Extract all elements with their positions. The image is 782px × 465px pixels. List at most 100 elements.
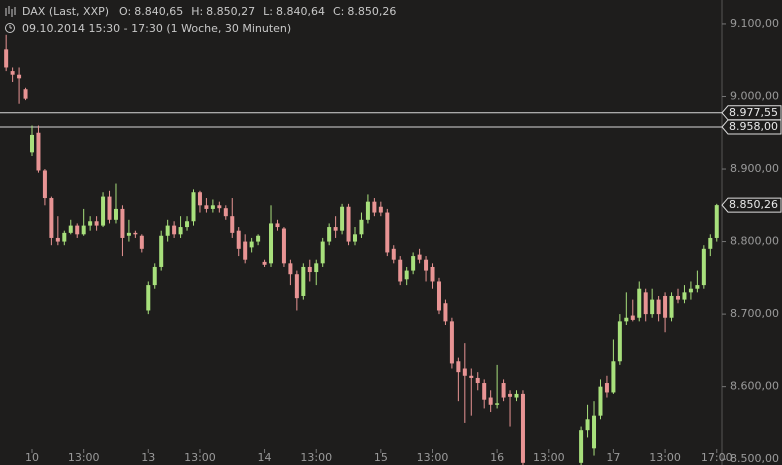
candle-body: [301, 266, 306, 296]
candle-body: [669, 295, 674, 318]
candle-body: [133, 232, 138, 235]
candle-body: [294, 274, 299, 299]
x-tick-label: 13:00: [300, 451, 332, 464]
candle-body: [30, 134, 34, 153]
candle-body: [81, 225, 86, 235]
candle-body: [314, 263, 319, 273]
candle-body: [501, 383, 506, 398]
price-tag-label: 8.958,00: [729, 120, 778, 133]
candle-body: [101, 196, 106, 226]
candle-body: [714, 205, 719, 238]
candle-body: [372, 201, 377, 213]
quote-value: 8.840,64: [276, 5, 325, 18]
candle-body: [340, 206, 345, 231]
candle-body: [456, 361, 461, 373]
candle-body: [611, 361, 616, 393]
candle-body: [430, 266, 435, 282]
x-tick-label: 13: [141, 451, 155, 464]
x-tick-label: 15: [374, 451, 388, 464]
candle-body: [88, 221, 93, 226]
candle-body: [262, 261, 267, 265]
candle-body: [10, 71, 15, 75]
candle-body: [630, 315, 635, 320]
candle-body: [146, 285, 151, 311]
y-tick-label: 8.900,00: [730, 162, 779, 175]
candle-body: [178, 227, 183, 235]
candle-body: [708, 237, 713, 249]
candle-body: [197, 192, 202, 206]
candle-body: [514, 393, 519, 398]
candle-body: [113, 208, 118, 220]
candle-body: [281, 228, 286, 264]
quote-label: O:: [119, 5, 131, 18]
x-tick-label: 17: [606, 451, 620, 464]
chart-icon: [5, 6, 16, 17]
candle-body: [75, 225, 80, 235]
price-tag-label: 8.850,26: [729, 198, 778, 211]
candle-body: [404, 270, 409, 280]
y-tick-label: 8.500,00: [730, 452, 779, 465]
candle-body: [663, 295, 668, 318]
candle-body: [585, 419, 590, 431]
candle-body: [482, 383, 487, 400]
candle-body: [520, 393, 525, 463]
candle-body: [42, 170, 47, 199]
candle-body: [495, 403, 500, 405]
candle-body: [320, 241, 325, 264]
x-tick-label: 14: [258, 451, 272, 464]
x-tick-label: 13:00: [649, 451, 681, 464]
candles: [4, 34, 719, 465]
candle-body: [223, 208, 228, 217]
candle-body: [365, 201, 370, 220]
candle-body: [94, 221, 99, 226]
candle-body: [126, 232, 131, 236]
candle-body: [275, 223, 280, 228]
candle-body: [475, 377, 480, 384]
candle-body: [592, 415, 597, 449]
candle-body: [159, 235, 164, 267]
y-tick-label: 8.700,00: [730, 307, 779, 320]
candle-body: [676, 295, 680, 300]
candle-body: [508, 393, 513, 397]
candle-body: [210, 205, 215, 209]
candle-body: [391, 248, 396, 260]
candle-body: [256, 235, 261, 242]
chart-subtitle: 09.10.2014 15:30 - 17:30 (1 Woche, 30 Mi…: [22, 22, 291, 35]
candle-body: [650, 299, 655, 315]
candle-body: [152, 266, 157, 286]
candle-body: [204, 205, 209, 209]
candle-body: [488, 397, 493, 405]
candle-body: [385, 212, 390, 253]
y-tick-label: 8.800,00: [730, 235, 779, 248]
candle-body: [346, 206, 351, 242]
quote-label: C:: [333, 5, 344, 18]
candle-body: [462, 368, 467, 376]
candle-body: [243, 241, 248, 260]
candle-body: [624, 317, 629, 322]
candle-body: [249, 241, 254, 248]
y-tick-label: 8.600,00: [730, 380, 779, 393]
candle-body: [17, 74, 22, 79]
quote-value: 8.850,26: [347, 5, 396, 18]
candle-body: [307, 266, 312, 273]
candle-body: [327, 227, 332, 242]
candle-body: [417, 254, 422, 260]
candle-body: [120, 208, 125, 238]
quote-value: 8.850,27: [206, 5, 255, 18]
clock-icon: [5, 23, 15, 33]
candle-body: [333, 227, 338, 231]
candle-body: [185, 221, 190, 228]
candle-body: [269, 223, 274, 264]
candle-body: [165, 225, 170, 236]
candle-body: [436, 281, 441, 311]
candle-body: [617, 321, 622, 362]
candle-body: [49, 198, 54, 238]
candle-body: [68, 225, 73, 233]
candle-body: [353, 234, 357, 242]
candle-body: [656, 299, 661, 315]
candle-body: [288, 263, 293, 275]
quote-label: H:: [191, 5, 203, 18]
